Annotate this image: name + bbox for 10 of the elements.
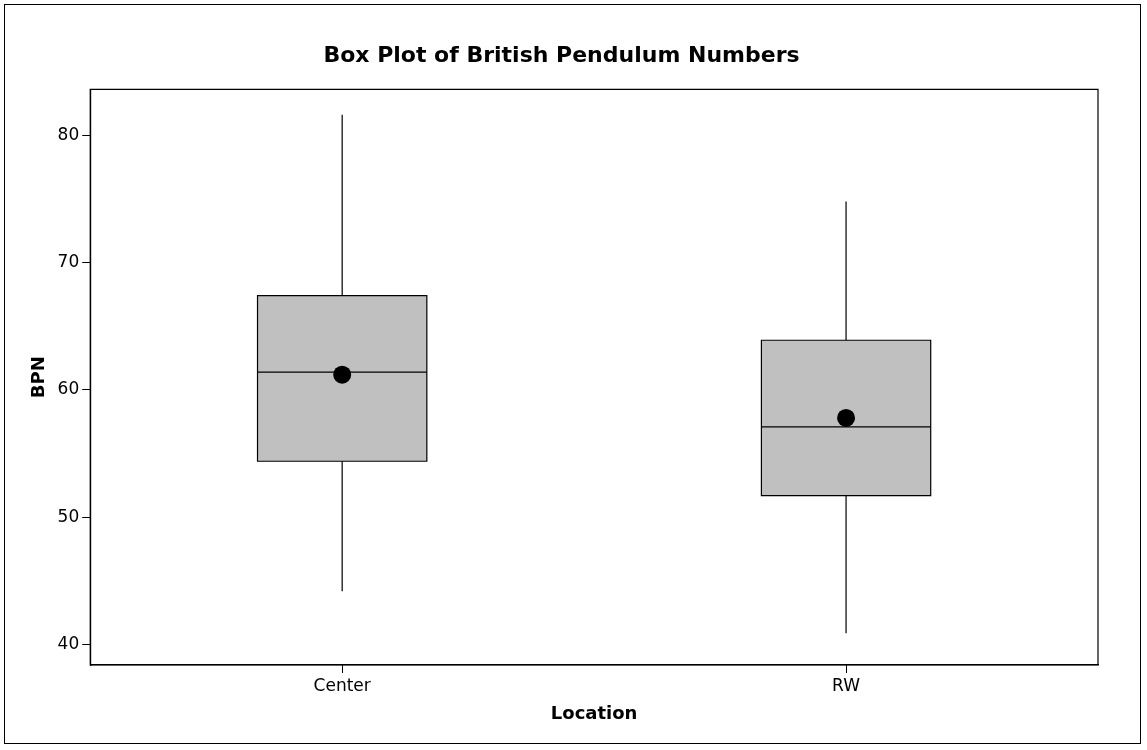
y-tick-label: 70: [57, 251, 80, 272]
chart-title: Box Plot of British Pendulum Numbers: [323, 41, 800, 67]
y-tick-label: 40: [57, 633, 80, 654]
x-tick-label: Center: [313, 674, 371, 695]
y-axis-title: BPN: [27, 356, 49, 399]
x-tick-label: RW: [832, 674, 861, 695]
y-tick-label: 80: [57, 123, 80, 144]
y-tick-label: 50: [57, 505, 80, 526]
x-axis-title: Location: [550, 701, 638, 723]
y-tick-label: 60: [57, 378, 80, 399]
